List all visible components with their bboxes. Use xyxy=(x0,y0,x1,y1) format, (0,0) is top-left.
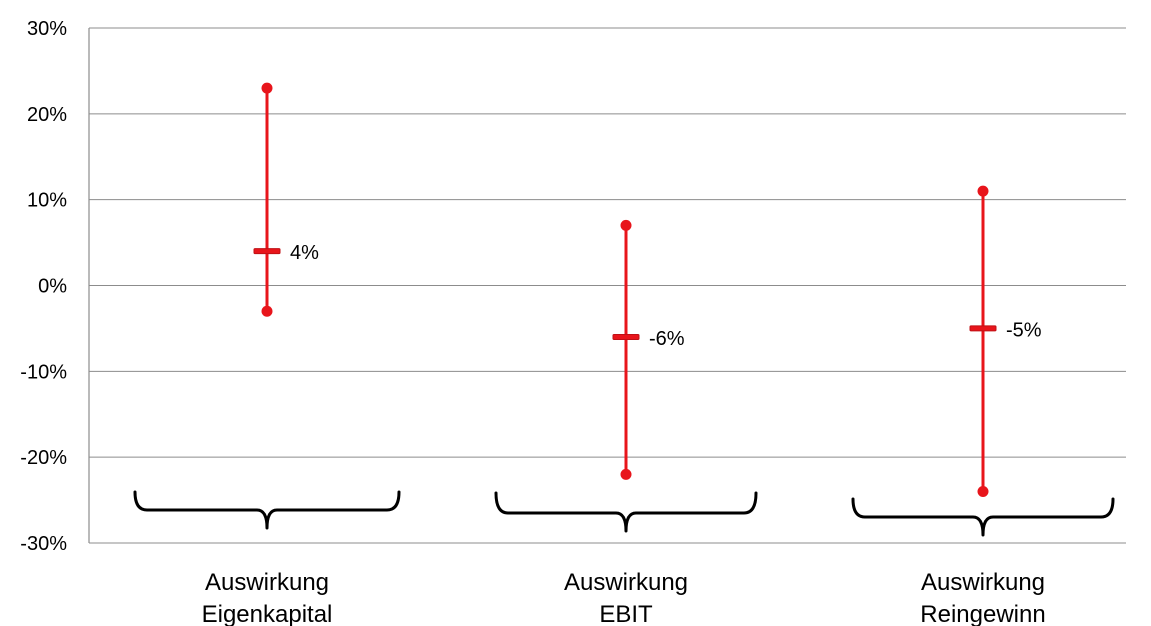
range-series: 4% -6% -5% xyxy=(253,82,1042,497)
high-point xyxy=(977,185,989,197)
y-tick-label: 10% xyxy=(27,190,67,212)
y-tick-label: -30% xyxy=(20,533,67,555)
y-tick-label: 20% xyxy=(27,104,67,126)
range-item-1: 4% xyxy=(253,82,319,317)
low-point xyxy=(261,305,273,317)
category-brace-3 xyxy=(851,497,1115,537)
category-label-line: EBIT xyxy=(599,601,653,626)
y-tick-label: 30% xyxy=(27,18,67,40)
category-braces xyxy=(133,490,1115,537)
mid-marker xyxy=(969,325,997,332)
category-brace-1 xyxy=(133,490,401,530)
mid-value-label: -6% xyxy=(649,328,685,350)
category-label-line: Auswirkung xyxy=(921,569,1045,596)
high-point xyxy=(261,82,273,94)
category-label-line: Auswirkung xyxy=(205,569,329,596)
mid-value-label: 4% xyxy=(290,242,319,264)
mid-value-label: -5% xyxy=(1006,319,1042,341)
y-tick-label: -10% xyxy=(20,361,67,383)
category-brace-2 xyxy=(494,491,758,533)
low-point xyxy=(620,468,632,480)
y-tick-label: 0% xyxy=(38,276,67,298)
range-item-2: -6% xyxy=(612,219,685,480)
category-label-line: Eigenkapital xyxy=(202,601,333,626)
mid-marker xyxy=(612,334,640,340)
y-axis-ticks: 30% 20% 10% 0% -10% -20% -30% xyxy=(20,18,67,555)
high-point xyxy=(620,219,632,231)
y-tick-label: -20% xyxy=(20,447,67,469)
low-point xyxy=(977,486,989,497)
category-label-line: Reingewinn xyxy=(920,601,1045,626)
mid-marker xyxy=(253,248,281,255)
category-labels: Auswirkung Eigenkapital Auswirkung EBIT Ausw… xyxy=(202,569,1046,626)
grid-layer xyxy=(88,27,1126,544)
category-label-line: Auswirkung xyxy=(564,569,688,596)
range-item-3: -5% xyxy=(969,185,1042,497)
